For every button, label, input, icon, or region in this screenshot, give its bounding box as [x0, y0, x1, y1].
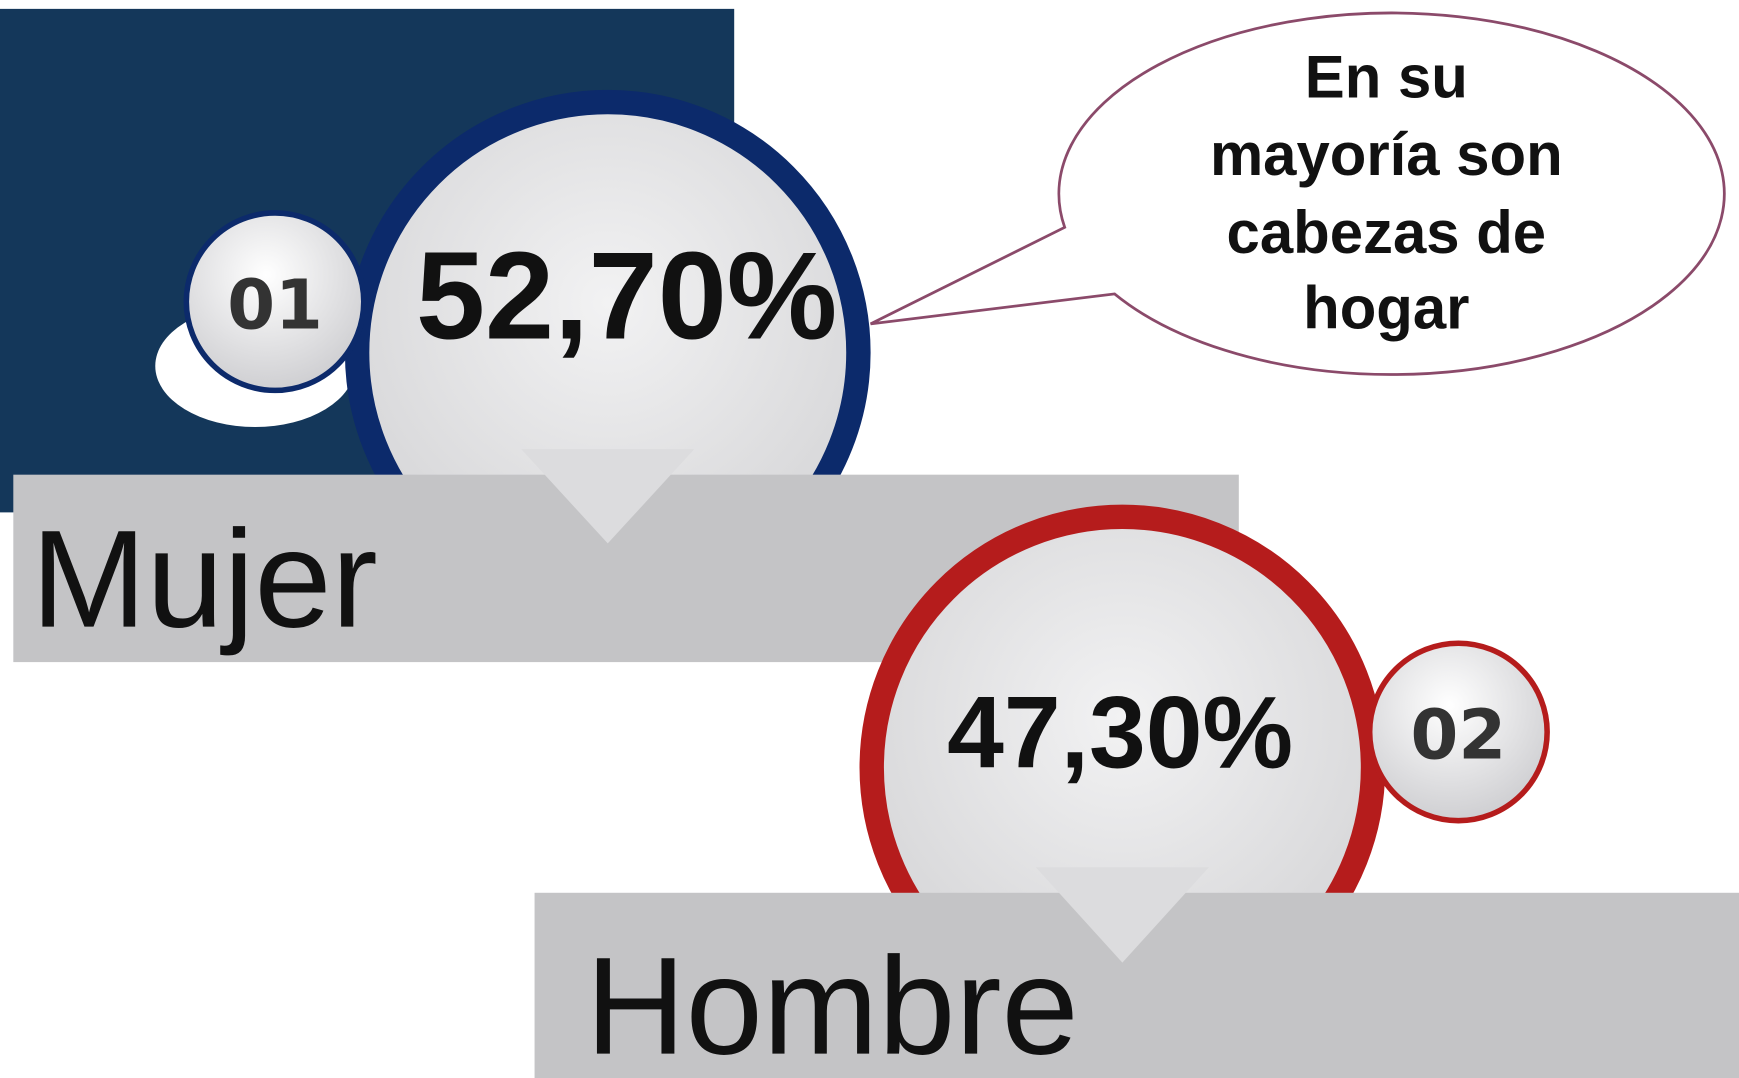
- callout-line: cabezas de: [1227, 199, 1547, 266]
- badge-hombre: [1366, 640, 1550, 824]
- speech-bubble: [869, 11, 1726, 376]
- callout-line: hogar: [1303, 274, 1469, 341]
- category-label: Hombre: [586, 930, 1079, 1078]
- callout-line: mayoría son: [1210, 121, 1563, 188]
- pointer-mujer: [521, 449, 695, 544]
- badge-number: 01: [227, 265, 323, 345]
- category-label: Mujer: [31, 503, 378, 657]
- badge-mujer: [183, 210, 367, 394]
- badge-number: 02: [1411, 696, 1507, 776]
- callout-line: En su: [1305, 44, 1468, 111]
- percentage: 47,30%: [947, 675, 1293, 789]
- percentage: 52,70%: [416, 227, 837, 365]
- pointer-hombre: [1035, 867, 1209, 963]
